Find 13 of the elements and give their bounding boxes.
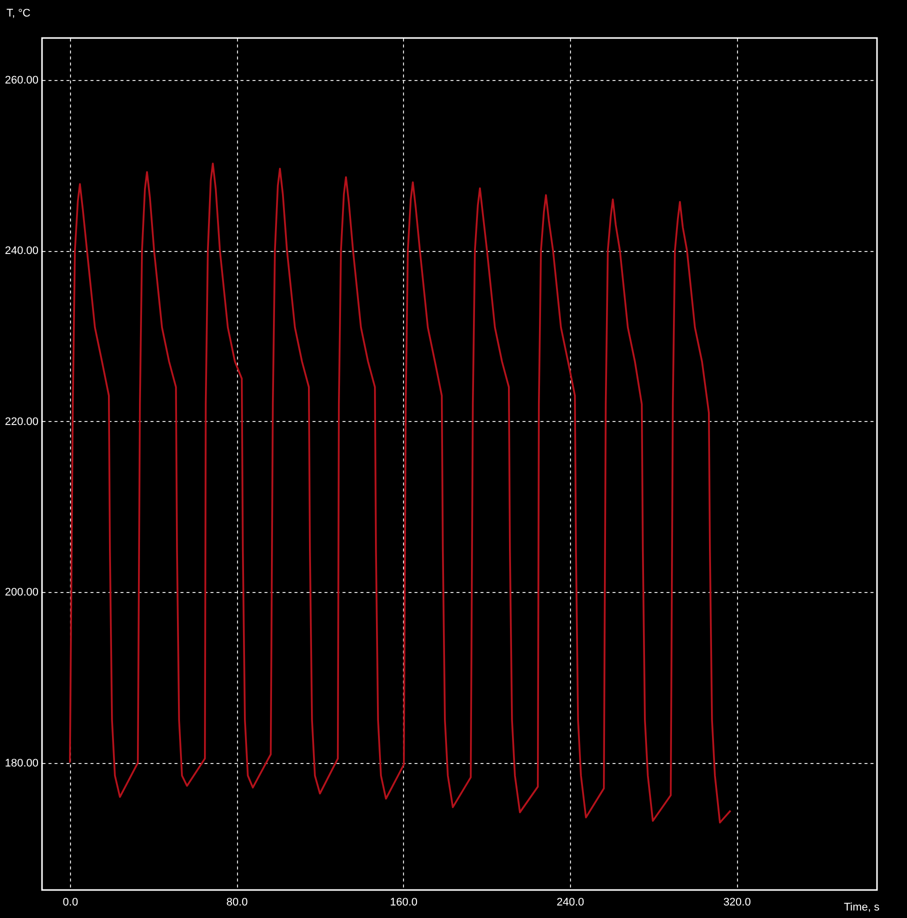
x-tick-label: 80.0 bbox=[226, 896, 248, 908]
y-tick-label: 200.00 bbox=[4, 586, 38, 599]
line-series bbox=[69, 162, 732, 824]
y-axis-title: T, °C bbox=[6, 8, 31, 20]
x-tick-label: 160.0 bbox=[390, 896, 418, 908]
y-tick-label: 180.00 bbox=[4, 757, 38, 770]
y-tick-label: 260.00 bbox=[4, 74, 38, 86]
x-tick-label: 240.0 bbox=[556, 896, 584, 908]
x-axis-title: Time, s bbox=[844, 902, 880, 914]
y-tick-label: 220.00 bbox=[4, 416, 38, 428]
y-tick-label: 240.00 bbox=[4, 245, 38, 258]
x-tick-label: 320.0 bbox=[723, 896, 751, 908]
x-tick-label: 0.0 bbox=[62, 896, 78, 908]
